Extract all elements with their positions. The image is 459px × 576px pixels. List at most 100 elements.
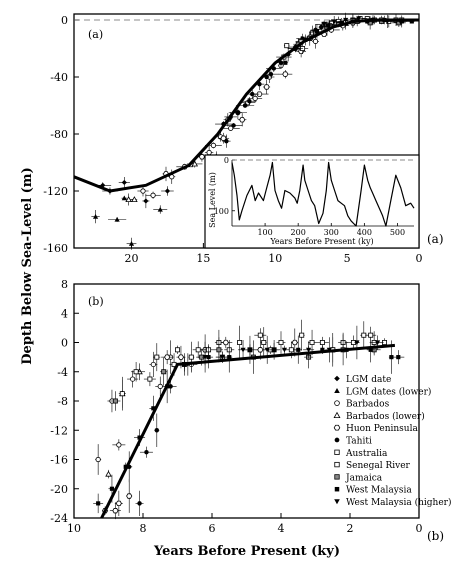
panel-a-outer-label: (a) [427, 232, 444, 246]
legend-label: LGM dates (lower) [346, 386, 431, 397]
legend-marker [334, 486, 340, 492]
panel-a-y-tick-label: 0 [61, 14, 68, 27]
panel-a-point [343, 17, 349, 23]
panel-b-point [396, 355, 401, 360]
panel-a-x-tick-label: 5 [344, 252, 351, 265]
panel-a-point [235, 110, 241, 115]
panel-b-outer-label: (b) [427, 529, 444, 543]
inset-x-tick-label: 100 [257, 228, 272, 237]
panel-a-y-tick-label: -120 [43, 185, 68, 198]
panel-b-point [115, 500, 122, 507]
panel-a-point [224, 138, 229, 144]
panel-b-point [112, 508, 119, 514]
panel-b-y-tick-label: -4 [57, 366, 68, 379]
panel-b-point [112, 398, 118, 404]
panel-b-point [354, 340, 360, 346]
panel-b-point [257, 347, 264, 353]
legend-label: Barbados (lower) [346, 411, 425, 422]
panel-b-point [219, 355, 225, 360]
panel-a-point [150, 192, 156, 198]
panel-a-point [252, 95, 258, 101]
legend-marker [333, 424, 341, 431]
panel-a-point [143, 198, 149, 204]
panel-a-point [128, 241, 135, 246]
legend-label: Jamaica [345, 473, 383, 483]
panel-a-y-tick-label: -80 [50, 128, 68, 141]
panel-a-point [356, 16, 362, 22]
panel-b-point [150, 361, 156, 368]
panel-b-point [109, 486, 115, 491]
panel-b-point [240, 347, 246, 353]
inset-x-tick-label: 500 [390, 228, 405, 237]
panel-b-point [195, 347, 201, 353]
legend-marker [334, 461, 340, 468]
panel-b-y-tick-label: -12 [50, 424, 68, 437]
panel-b-point [168, 384, 173, 389]
panel-b-y-tick-label: -16 [50, 454, 68, 467]
panel-a-point [121, 195, 127, 201]
inset-y-tick-label: 100 [214, 207, 229, 216]
panel-b-label: (b) [88, 295, 104, 308]
panel-a-point [206, 149, 212, 156]
inset-plot-area [231, 159, 415, 227]
panel-a-x-tick-label: 15 [196, 252, 210, 265]
panel-a-point [198, 154, 206, 160]
panel-b-y-tick-label: -24 [50, 512, 68, 525]
panel-a-point [263, 84, 270, 90]
panel-b-point [319, 340, 325, 345]
panel-b-point [272, 347, 277, 352]
panel-b-point [147, 376, 153, 382]
legend-label: Australia [345, 449, 388, 459]
panel-b-point [116, 442, 122, 448]
panel-a-point [121, 179, 127, 186]
panel-a-y-tick-label: -40 [50, 71, 68, 84]
panel-a-y-tick-label: -160 [43, 242, 68, 255]
legend-label: Huon Peninsula [346, 424, 418, 434]
panel-b-point [278, 340, 284, 345]
panel-b-point [206, 355, 211, 360]
panel-b-y-tick-label: 4 [61, 307, 68, 320]
panel-a-point [92, 214, 99, 219]
legend-marker [334, 474, 340, 480]
panel-b-point [202, 355, 208, 360]
panel-a-axes: 20 15 10 5 00-40-80-120-160 [43, 14, 422, 265]
panel-b-point [222, 339, 229, 346]
panel-a-point [131, 196, 138, 203]
panel-b-x-tick-label: 2 [347, 522, 354, 535]
panel-b-point [144, 449, 149, 455]
panel-b-x-tick-label: 4 [278, 522, 285, 535]
inset-y-axis-label: Sea Level (m) [208, 172, 217, 228]
panel-a-point [242, 103, 248, 108]
legend-label: West Malaysia (higher) [346, 497, 451, 508]
panel-a-point [321, 22, 327, 27]
panel-b-axes: 10 8 6 4 2 0 8 4 0 -4 -8 -12 -16 -20 -24 [50, 278, 422, 535]
legend-marker [334, 388, 340, 394]
panel-a-point [278, 60, 284, 65]
legend-label: LGM date [346, 375, 391, 385]
panel-a-x-tick-label: 0 [416, 252, 423, 265]
panel-b-point [389, 355, 394, 360]
legend-label: Senegal River [346, 461, 411, 471]
panel-b-point [368, 332, 374, 338]
panel-b-point [216, 347, 222, 353]
legend-label: West Malaysia [346, 486, 412, 496]
panel-a-x-tick-label: 20 [125, 252, 139, 265]
inset-plot: Sea Level (m) Years Before Present (ky) … [204, 154, 420, 249]
panel-b-point [306, 347, 312, 353]
panel-a-label: (a) [88, 28, 103, 41]
panel-b-point [264, 347, 270, 353]
inset-x-tick-label: 300 [324, 228, 339, 237]
panel-b-point [95, 456, 101, 463]
panel-b-point [137, 501, 142, 506]
panel-b-point [119, 391, 125, 397]
panel-b-point [299, 332, 305, 338]
legend-label: Barbados [346, 400, 390, 410]
panel-b-point [177, 354, 185, 360]
panel-a-point [268, 71, 274, 77]
panel-b-point [130, 376, 136, 382]
panel-b-y-tick-label: -8 [57, 395, 68, 408]
panel-b-point [237, 340, 243, 345]
panel-b-point [157, 383, 163, 389]
